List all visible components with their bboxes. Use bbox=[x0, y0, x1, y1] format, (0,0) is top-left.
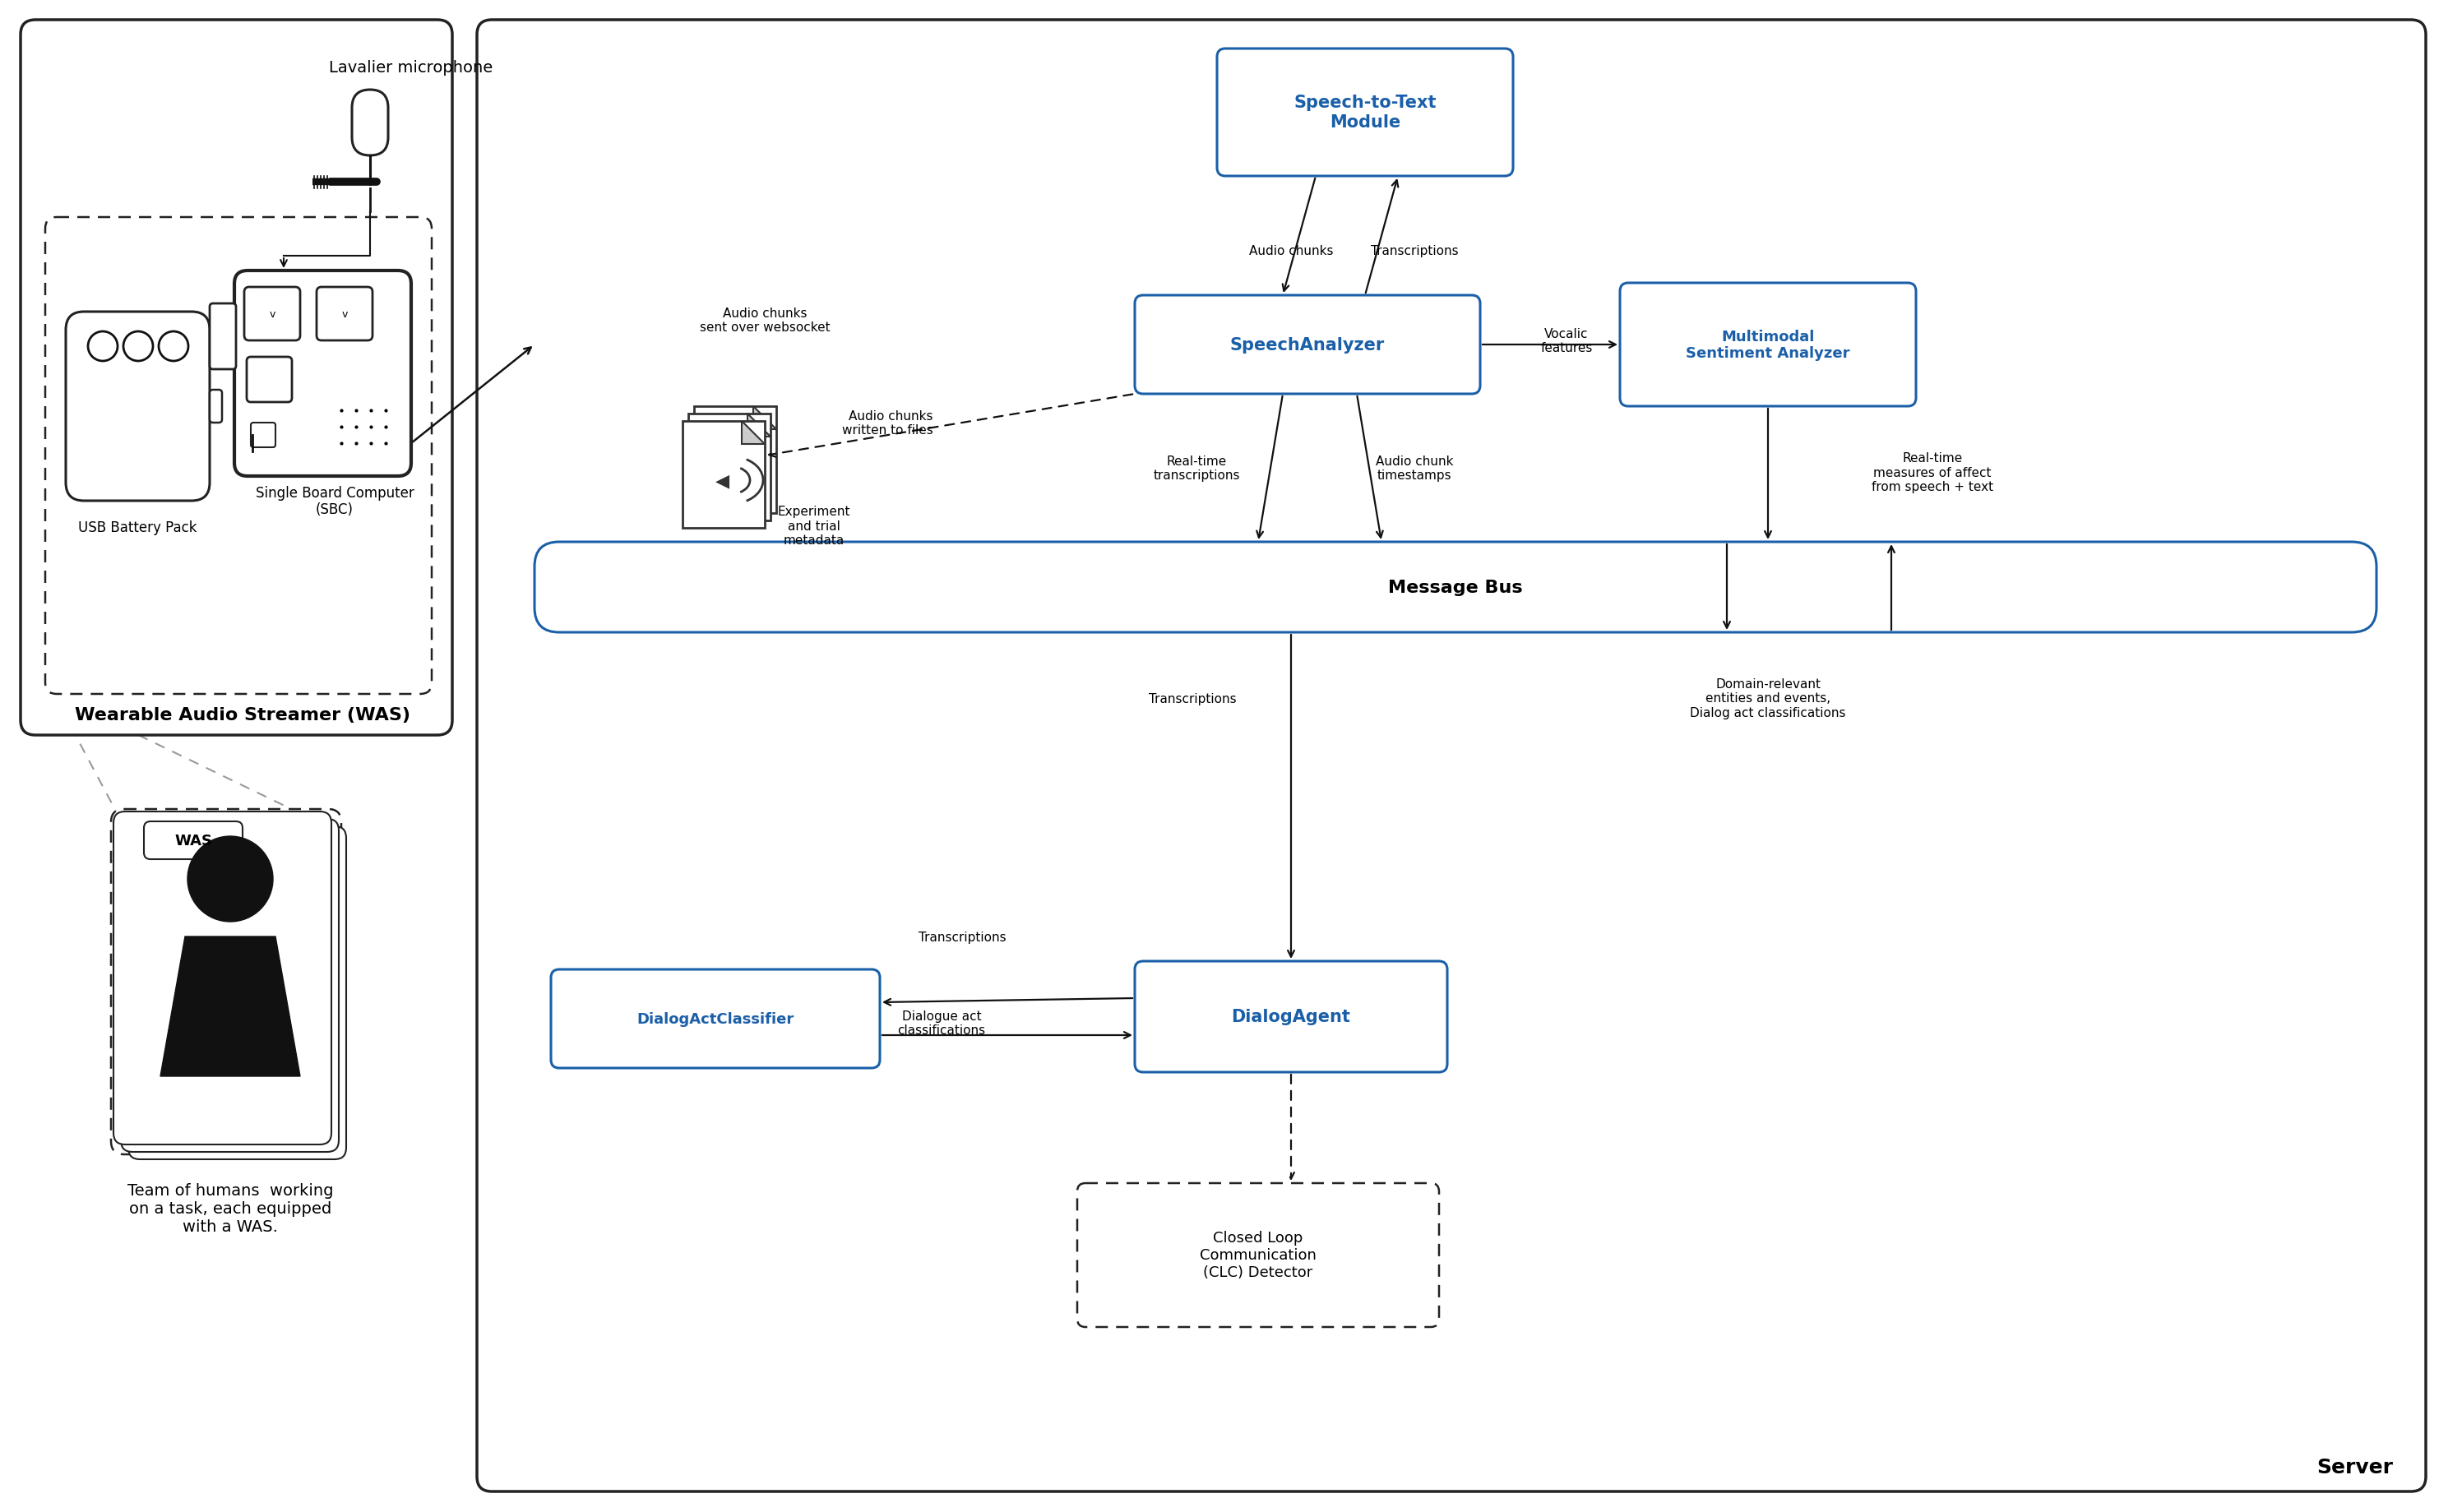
Text: DialogAgent: DialogAgent bbox=[1231, 1009, 1352, 1025]
FancyBboxPatch shape bbox=[551, 969, 879, 1069]
Text: Audio chunk
timestamps: Audio chunk timestamps bbox=[1376, 455, 1453, 482]
FancyBboxPatch shape bbox=[251, 423, 276, 448]
Text: Real-time
transcriptions: Real-time transcriptions bbox=[1152, 455, 1241, 482]
FancyBboxPatch shape bbox=[244, 287, 300, 342]
FancyBboxPatch shape bbox=[209, 304, 236, 370]
Text: Lavalier microphone: Lavalier microphone bbox=[330, 59, 492, 76]
Text: Vocalic
features: Vocalic features bbox=[1541, 328, 1593, 354]
Text: Server: Server bbox=[2317, 1458, 2393, 1477]
Text: Experiment
and trial
metadata: Experiment and trial metadata bbox=[778, 505, 849, 546]
Text: Closed Loop
Communication
(CLC) Detector: Closed Loop Communication (CLC) Detector bbox=[1199, 1231, 1317, 1279]
FancyBboxPatch shape bbox=[1135, 296, 1480, 395]
Text: Audio chunks: Audio chunks bbox=[1248, 245, 1332, 257]
FancyBboxPatch shape bbox=[1078, 1184, 1440, 1328]
Text: Domain-relevant
entities and events,
Dialog act classifications: Domain-relevant entities and events, Dia… bbox=[1689, 677, 1846, 718]
Polygon shape bbox=[753, 407, 776, 429]
Text: Wearable Audio Streamer (WAS): Wearable Audio Streamer (WAS) bbox=[74, 706, 411, 723]
FancyBboxPatch shape bbox=[352, 91, 389, 156]
Text: v: v bbox=[342, 308, 347, 319]
Text: Message Bus: Message Bus bbox=[1389, 579, 1524, 596]
Text: Audio chunks
sent over websocket: Audio chunks sent over websocket bbox=[699, 307, 830, 334]
Text: USB Battery Pack: USB Battery Pack bbox=[79, 520, 197, 535]
FancyBboxPatch shape bbox=[66, 313, 209, 502]
Circle shape bbox=[187, 836, 273, 922]
FancyBboxPatch shape bbox=[534, 543, 2376, 632]
FancyBboxPatch shape bbox=[128, 827, 347, 1160]
FancyBboxPatch shape bbox=[113, 812, 332, 1145]
FancyBboxPatch shape bbox=[44, 218, 431, 694]
FancyBboxPatch shape bbox=[1620, 284, 1915, 407]
Text: Multimodal
Sentiment Analyzer: Multimodal Sentiment Analyzer bbox=[1686, 330, 1849, 361]
Text: Single Board Computer
(SBC): Single Board Computer (SBC) bbox=[256, 485, 414, 517]
FancyBboxPatch shape bbox=[689, 414, 771, 522]
Text: Transcriptions: Transcriptions bbox=[1147, 692, 1236, 705]
Text: SpeechAnalyzer: SpeechAnalyzer bbox=[1231, 337, 1384, 354]
FancyBboxPatch shape bbox=[478, 21, 2425, 1491]
FancyBboxPatch shape bbox=[318, 287, 372, 342]
FancyBboxPatch shape bbox=[111, 809, 342, 1155]
Text: ◀: ◀ bbox=[714, 473, 729, 488]
FancyBboxPatch shape bbox=[20, 21, 453, 735]
Text: Audio chunks
written to files: Audio chunks written to files bbox=[842, 410, 933, 437]
Polygon shape bbox=[741, 422, 766, 445]
Polygon shape bbox=[160, 937, 300, 1077]
Text: Dialogue act
classifications: Dialogue act classifications bbox=[899, 1010, 985, 1036]
Text: WAS: WAS bbox=[175, 833, 212, 848]
FancyBboxPatch shape bbox=[121, 820, 340, 1152]
FancyBboxPatch shape bbox=[209, 390, 222, 423]
FancyBboxPatch shape bbox=[1216, 50, 1514, 177]
Text: DialogActClassifier: DialogActClassifier bbox=[638, 1012, 795, 1027]
FancyBboxPatch shape bbox=[143, 821, 244, 859]
Text: v: v bbox=[268, 308, 276, 319]
Text: Speech-to-Text
Module: Speech-to-Text Module bbox=[1293, 95, 1435, 130]
FancyBboxPatch shape bbox=[246, 357, 293, 402]
Text: Team of humans  working
on a task, each equipped
with a WAS.: Team of humans working on a task, each e… bbox=[128, 1182, 332, 1234]
FancyBboxPatch shape bbox=[694, 407, 776, 514]
Polygon shape bbox=[748, 414, 771, 437]
Text: Transcriptions: Transcriptions bbox=[918, 930, 1007, 943]
FancyBboxPatch shape bbox=[682, 422, 766, 528]
FancyBboxPatch shape bbox=[234, 271, 411, 476]
Text: Transcriptions: Transcriptions bbox=[1371, 245, 1458, 257]
Text: Real-time
measures of affect
from speech + text: Real-time measures of affect from speech… bbox=[1871, 452, 1994, 493]
FancyBboxPatch shape bbox=[1135, 962, 1448, 1072]
